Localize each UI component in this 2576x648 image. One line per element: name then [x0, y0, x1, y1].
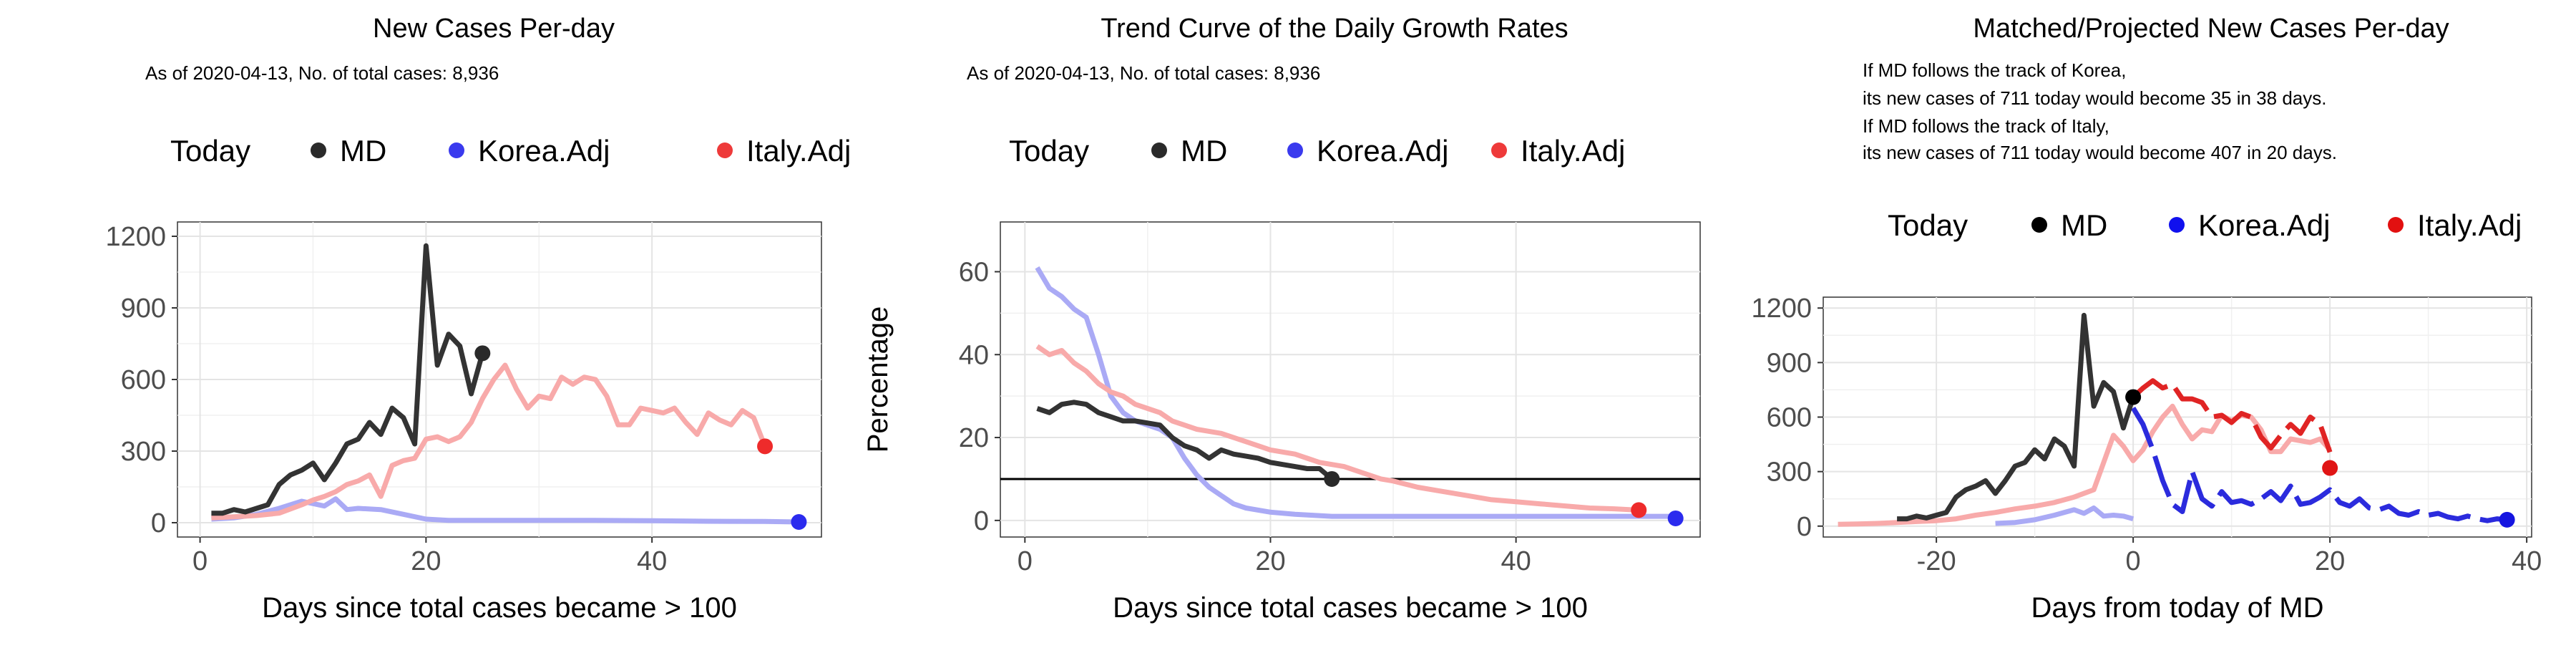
- chart-2: Trend Curve of the Daily Growth Rates As …: [862, 14, 1701, 624]
- legend-dot: [1151, 142, 1167, 158]
- today-point-md: [474, 345, 491, 362]
- legend-dot: [717, 142, 733, 158]
- x-tick-label: 40: [637, 546, 667, 576]
- x-axis-label: Days since total cases became > 100: [262, 592, 737, 624]
- today-point-italy-adj: [757, 438, 774, 455]
- legend: Today MD Korea.Adj Italy.Adj: [170, 134, 851, 168]
- legend: Today MD Korea.Adj Italy.Adj: [1009, 134, 1625, 168]
- legend-dot: [449, 142, 464, 158]
- today-point-md: [2125, 389, 2142, 405]
- chart-title: Trend Curve of the Daily Growth Rates: [1101, 14, 1568, 44]
- today-point-md: [1324, 470, 1340, 487]
- legend-dot: [311, 142, 326, 158]
- legend-dot: [2031, 217, 2047, 233]
- y-tick-label: 300: [121, 437, 166, 467]
- y-tick-label: 0: [974, 506, 989, 536]
- today-point-korea-adj: [791, 514, 807, 530]
- legend-dot: [2169, 217, 2185, 233]
- annotation-line: If MD follows the track of Korea,: [1863, 59, 2126, 81]
- y-tick-label: 900: [1767, 348, 1812, 378]
- legend-label: Korea.Adj: [478, 134, 610, 168]
- annotation-line: If MD follows the track of Italy,: [1863, 115, 2109, 137]
- legend: Today MD Korea.Adj Italy.Adj: [1888, 208, 2522, 242]
- legend-label: Italy.Adj: [2417, 208, 2522, 242]
- chart-title: Matched/Projected New Cases Per-day: [1973, 14, 2449, 44]
- gridlines: [1000, 222, 1700, 537]
- legend-label: MD: [1181, 134, 1227, 168]
- series-line-italy-adj-projected: [2131, 378, 2333, 453]
- y-tick-label: 300: [1767, 458, 1812, 488]
- series-line-korea-adj-matched: [1995, 505, 2135, 526]
- series-line-md: [211, 243, 485, 516]
- x-tick-label: 0: [1018, 546, 1033, 576]
- y-tick-label: 0: [151, 508, 166, 538]
- chart-subtitle: As of 2020-04-13, No. of total cases: 8,…: [967, 62, 1320, 84]
- plot-panel: [1000, 221, 1701, 538]
- legend-label: Korea.Adj: [1317, 134, 1448, 168]
- y-tick-label: 60: [959, 257, 989, 287]
- legend-dot: [1491, 142, 1507, 158]
- x-axis-label: Days from today of MD: [2031, 592, 2323, 624]
- series-line-italy-adj: [1035, 344, 1639, 513]
- plot-area: [1838, 312, 2507, 527]
- chart-title: New Cases Per-day: [373, 14, 615, 44]
- chart-1: New Cases Per-day As of 2020-04-13, No. o…: [105, 14, 851, 624]
- legend-title: Today: [170, 134, 250, 168]
- x-tick-label: -20: [1917, 546, 1956, 576]
- plot-area: [1000, 266, 1700, 519]
- legend-title: Today: [1009, 134, 1089, 168]
- legend-label: Italy.Adj: [1521, 134, 1625, 168]
- x-tick-label: 20: [411, 546, 441, 576]
- legend-label: Italy.Adj: [746, 134, 851, 168]
- legend-label: MD: [340, 134, 386, 168]
- series-line-md: [1036, 400, 1334, 481]
- legend-label: Korea.Adj: [2198, 208, 2330, 242]
- y-tick-label: 1200: [105, 222, 166, 252]
- legend-label: MD: [2061, 208, 2107, 242]
- series-line-korea-adj: [1035, 266, 1676, 519]
- today-point-korea-adj: [1667, 510, 1684, 526]
- y-tick-label: 40: [959, 340, 989, 370]
- y-tick-label: 900: [121, 294, 166, 324]
- x-tick-label: 40: [1501, 546, 1531, 576]
- x-tick-label: 40: [2512, 546, 2542, 576]
- legend-title: Today: [1888, 208, 1968, 242]
- annotation-line: its new cases of 711 today would become …: [1863, 87, 2326, 109]
- y-tick-label: 0: [1797, 512, 1812, 542]
- chart-subtitle: As of 2020-04-13, No. of total cases: 8,…: [145, 62, 499, 84]
- x-tick-label: 0: [192, 546, 208, 576]
- series-line-korea-adj-projected: [2131, 406, 2507, 523]
- today-point-italy-adj: [2322, 460, 2338, 476]
- legend-dot: [1287, 142, 1303, 158]
- x-tick-label: 0: [2126, 546, 2141, 576]
- y-tick-label: 20: [959, 423, 989, 453]
- gridlines: [1823, 297, 2532, 537]
- chart-3: Matched/Projected New Cases Per-day If MD…: [1751, 14, 2542, 624]
- annotation-line: its new cases of 711 today would become …: [1863, 142, 2337, 163]
- series-line-korea-adj: [211, 496, 799, 525]
- today-point-korea-adj: [2499, 511, 2515, 528]
- y-axis-label: Percentage: [862, 306, 894, 453]
- x-axis-label: Days since total cases became > 100: [1113, 592, 1588, 624]
- legend-dot: [2388, 217, 2404, 233]
- y-tick-label: 600: [121, 365, 166, 395]
- plot-area: [211, 243, 799, 525]
- x-tick-label: 20: [1255, 546, 1285, 576]
- y-tick-label: 600: [1767, 403, 1812, 433]
- y-tick-label: 1200: [1751, 294, 1812, 324]
- x-tick-label: 20: [2315, 546, 2345, 576]
- series-line-md: [1897, 312, 2136, 522]
- today-point-italy-adj: [1631, 502, 1647, 518]
- series-line-italy-adj: [211, 362, 768, 521]
